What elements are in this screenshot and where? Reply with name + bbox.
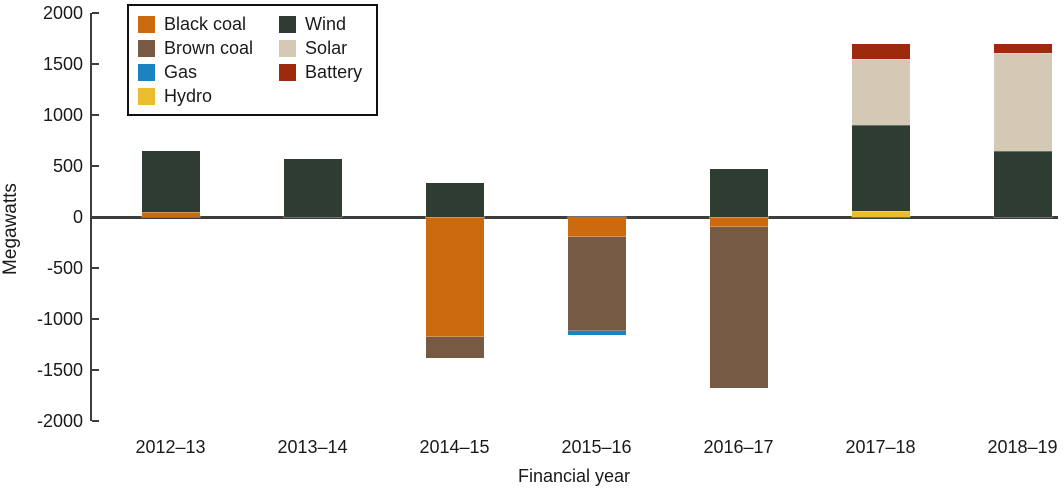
y-tick-mark — [92, 63, 99, 65]
legend-label: Brown coal — [164, 37, 254, 58]
legend-swatch-icon — [138, 39, 155, 57]
legend-label: Wind — [305, 13, 347, 34]
y-tick-label: 500 — [52, 156, 83, 176]
legend-label: Gas — [164, 61, 198, 82]
legend-item-battery: Battery — [279, 61, 362, 83]
legend-swatch-icon — [138, 87, 155, 105]
y-tick-label: -2000 — [36, 411, 83, 431]
bar-segment-black-coal — [567, 217, 626, 238]
bar-segment-wind — [141, 150, 200, 212]
bar-segment-black-coal — [709, 217, 768, 228]
legend: Black coal Brown coal Gas Hydro Wind Solar Bat… — [127, 4, 379, 116]
y-tick-mark — [92, 12, 99, 14]
bar-segment-brown-coal — [425, 337, 484, 358]
bar-segment-brown-coal — [567, 237, 626, 332]
legend-swatch-icon — [279, 15, 297, 33]
legend-label: Solar — [305, 37, 348, 58]
bar-segment-wind — [993, 150, 1052, 217]
legend-label: Battery — [305, 61, 363, 82]
legend-item-solar: Solar — [279, 37, 362, 59]
y-tick-mark — [92, 165, 99, 167]
legend-item-brown-coal: Brown coal — [138, 37, 253, 59]
legend-item-gas: Gas — [138, 61, 253, 83]
x-tick-label: 2016–17 — [703, 437, 774, 457]
x-tick-label: 2017–18 — [845, 437, 916, 457]
bar-segment-battery — [993, 43, 1052, 53]
legend-label: Black coal — [164, 13, 247, 34]
bar-segment-hydro — [851, 210, 910, 217]
bar-segment-solar — [993, 52, 1052, 151]
y-tick-label: 1000 — [42, 105, 83, 125]
bar-segment-black-coal — [425, 217, 484, 338]
bar-segment-wind — [283, 158, 342, 217]
y-tick-mark — [92, 267, 99, 269]
bar-segment-black-coal — [141, 211, 200, 217]
legend-item-black-coal: Black coal — [138, 13, 253, 35]
bar-segment-wind — [425, 183, 484, 217]
y-tick-label: 2000 — [42, 3, 83, 23]
x-tick-label: 2015–16 — [561, 437, 632, 457]
y-tick-mark — [92, 114, 99, 116]
y-tick-label: 1500 — [42, 54, 83, 74]
y-tick-label: -500 — [46, 258, 83, 278]
bar-segment-wind — [709, 169, 768, 217]
bar-segment-battery — [851, 43, 910, 59]
y-tick-label: -1500 — [36, 360, 83, 380]
legend-item-hydro: Hydro — [138, 85, 253, 107]
bar-segment-wind — [851, 125, 910, 211]
legend-swatch-icon — [279, 39, 297, 57]
bar-segment-brown-coal — [709, 227, 768, 389]
x-tick-label: 2014–15 — [419, 437, 490, 457]
x-tick-label: 2018–19 — [987, 437, 1058, 457]
x-tick-label: 2012–13 — [135, 437, 206, 457]
x-axis-title: Financial year — [517, 466, 631, 486]
x-tick-label: 2013–14 — [277, 437, 348, 457]
legend-swatch-icon — [138, 15, 155, 33]
y-tick-mark — [92, 369, 99, 371]
y-tick-mark — [92, 318, 99, 320]
bar-segment-solar — [851, 58, 910, 126]
legend-item-wind: Wind — [279, 13, 362, 35]
y-tick-label: 0 — [72, 207, 83, 227]
legend-swatch-icon — [279, 63, 297, 81]
bar-segment-gas — [567, 331, 626, 336]
legend-swatch-icon — [138, 63, 155, 81]
legend-label: Hydro — [164, 85, 213, 106]
y-tick-label: -1000 — [36, 309, 83, 329]
y-tick-mark — [92, 420, 99, 422]
